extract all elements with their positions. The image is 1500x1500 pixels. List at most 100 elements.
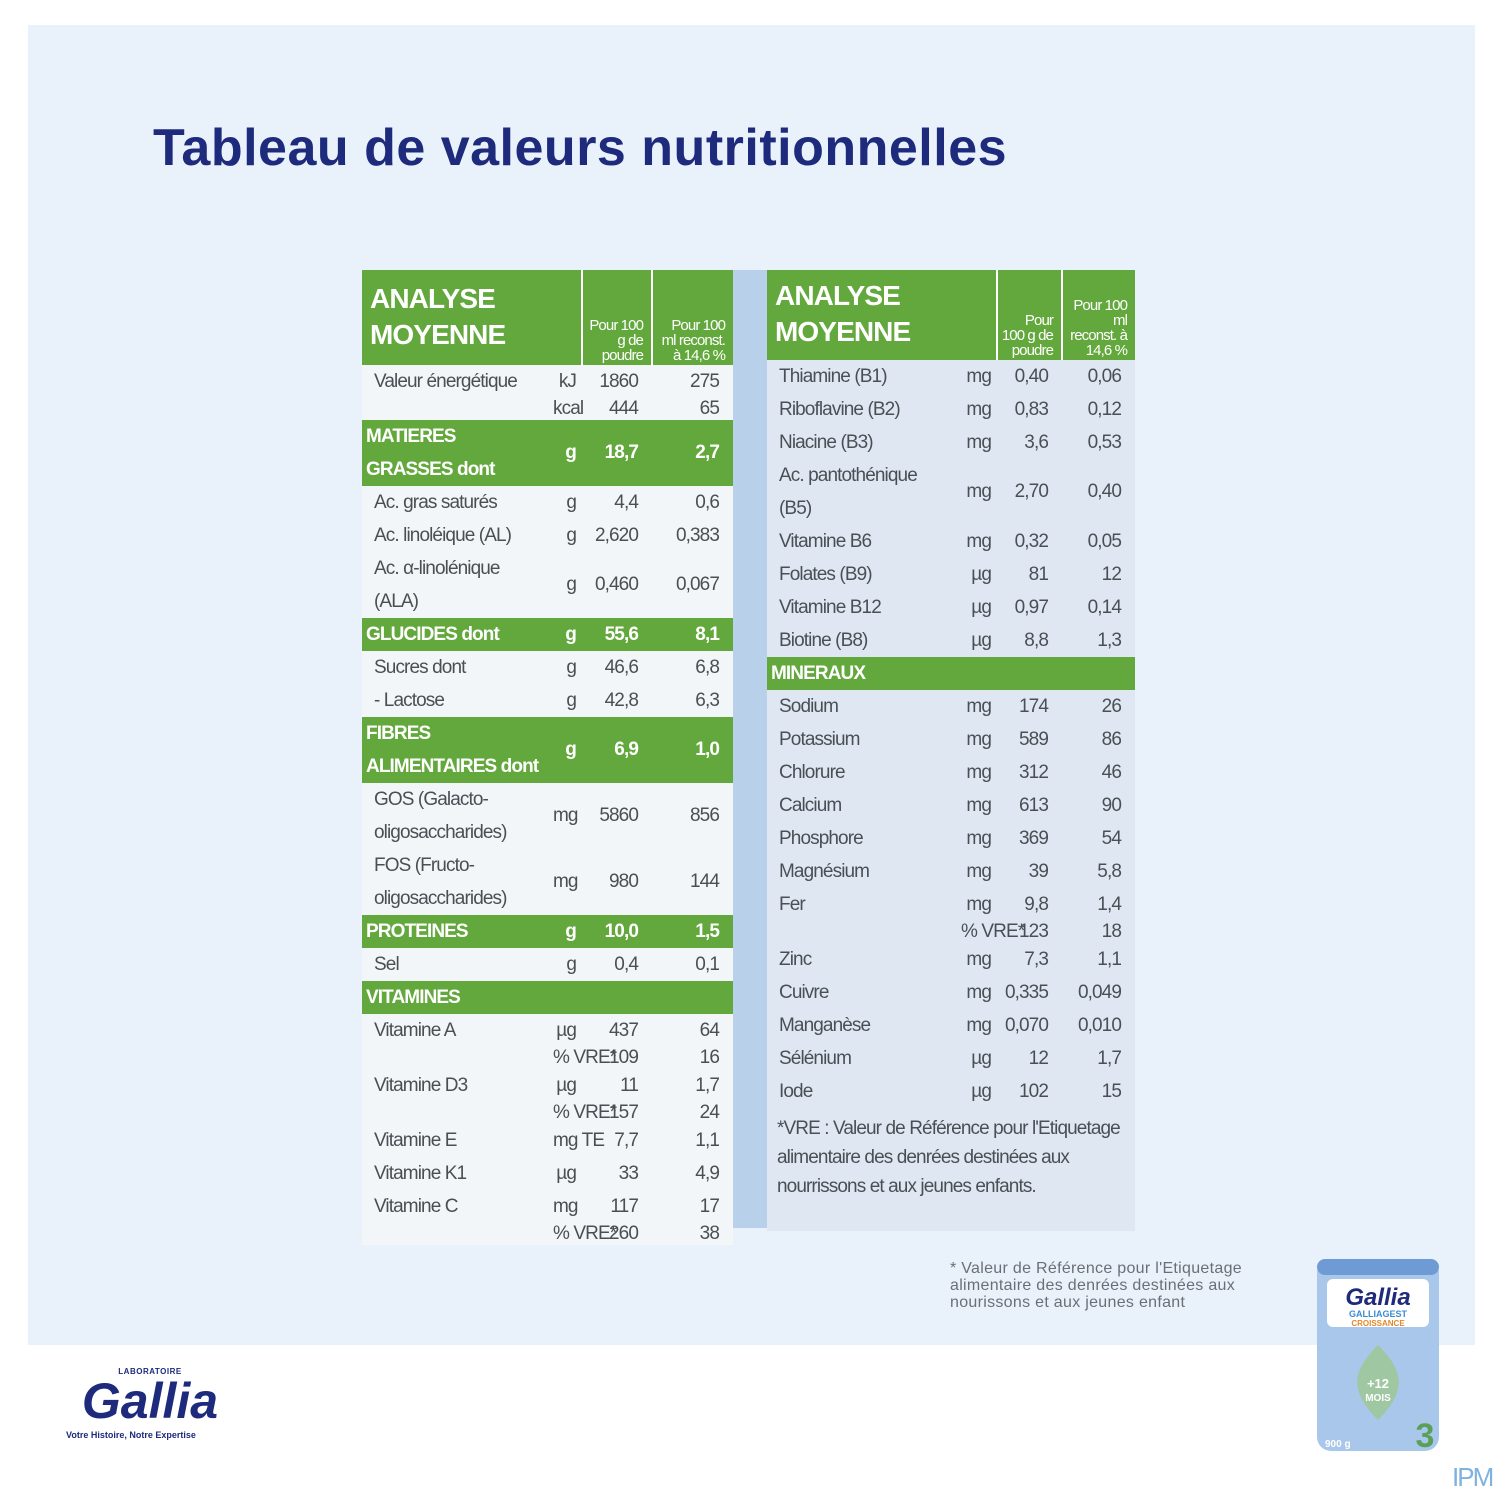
value-per-100g: 0,40 xyxy=(1014,365,1049,387)
value-per-100g: 589 xyxy=(1019,728,1049,750)
value-per-100g: 0,83 xyxy=(1014,398,1049,420)
value-per-100ml: 4,9 xyxy=(695,1162,720,1184)
can-label xyxy=(1327,1279,1429,1327)
nutrient-label: Ac. pantothénique (B5) xyxy=(779,465,918,519)
nutrient-label: Sucres dont xyxy=(374,657,466,678)
table-body: Valeur énergétique kJ 1860 275 kcal 444 65 MATI… xyxy=(362,365,734,1245)
product-brand: Gallia xyxy=(1345,1284,1410,1311)
unit: µg xyxy=(556,1019,577,1041)
right-table: ANALYSE MOYENNE Pour 100 g de poudre Pour … xyxy=(767,270,1136,1231)
value-per-100g: 1860 xyxy=(599,370,639,392)
nutrient-row: Ac. α-linolénique (ALA) g 0,460 0,067 xyxy=(362,552,733,618)
value-per-100g: 42,8 xyxy=(604,689,639,711)
nutrient-label: PROTEINES xyxy=(362,915,549,948)
table-header: ANALYSE MOYENNE Pour 100 g de poudre Pour … xyxy=(362,270,734,365)
section-row: PROTEINES g 10,0 1,5 xyxy=(362,915,734,948)
value-per-100g: 174 xyxy=(1019,695,1049,717)
unit: mg xyxy=(966,695,992,717)
value-per-100ml: 0,05 xyxy=(1087,530,1122,552)
value-per-100g: 4,4 xyxy=(614,491,639,513)
value-per-100g: 444 xyxy=(609,398,639,419)
unit: g xyxy=(566,491,577,513)
value-per-100ml: 1,7 xyxy=(695,1074,720,1096)
value-per-100g: 123 xyxy=(1019,921,1049,942)
can-lid xyxy=(1317,1259,1439,1275)
nutrient-row: % VRE* 123 18 xyxy=(767,921,1135,943)
unit: µg xyxy=(971,629,992,651)
nutrient-row: GOS (Galacto-oligosaccharides) mg 5860 856 xyxy=(362,783,733,849)
nutrient-label: Chlorure xyxy=(779,762,846,783)
nutrient-label: MINERAUX xyxy=(767,657,1136,690)
nutrient-label: Zinc xyxy=(779,949,812,970)
unit: µg xyxy=(556,1162,577,1184)
nutrient-label: Vitamine C xyxy=(374,1196,458,1217)
unit: mg xyxy=(966,398,992,420)
nutrient-row: - Lactose g 42,8 6,3 xyxy=(362,684,733,717)
value-per-100ml: 6,3 xyxy=(695,689,720,711)
nutrient-row: Folates (B9) µg 81 12 xyxy=(767,558,1135,591)
nutrient-row: Sélénium µg 12 1,7 xyxy=(767,1042,1135,1075)
nutrient-label xyxy=(362,1223,549,1245)
nutrient-label: Manganèse xyxy=(779,1015,871,1036)
unit: mg xyxy=(553,1195,579,1217)
nutrient-label: Sel xyxy=(374,954,400,975)
unit: mg xyxy=(966,761,992,783)
value-per-100ml: 0,06 xyxy=(1087,365,1122,387)
unit: g xyxy=(566,689,577,711)
value-per-100g: 46,6 xyxy=(604,656,639,678)
value-per-100g: 10,0 xyxy=(582,915,653,948)
nutrient-label: - Lactose xyxy=(374,690,445,711)
logo-brand: Gallia xyxy=(82,1373,218,1429)
value-per-100ml: 0,010 xyxy=(1077,1014,1122,1036)
value-per-100ml: 1,0 xyxy=(652,717,734,783)
nutrient-row: Potassium mg 589 86 xyxy=(767,723,1135,756)
unit: µg xyxy=(971,563,992,585)
left-table: ANALYSE MOYENNE Pour 100 g de poudre Pour … xyxy=(362,270,734,1245)
nutrient-row: Riboflavine (B2) mg 0,83 0,12 xyxy=(767,393,1135,426)
unit: % VRE* xyxy=(553,1102,617,1123)
nutrient-row: Iode µg 102 15 xyxy=(767,1075,1135,1108)
nutrient-label: Vitamine K1 xyxy=(374,1163,467,1184)
nutrient-label: Fer xyxy=(779,894,806,915)
value-per-100ml: 54 xyxy=(1101,827,1122,849)
footnote-row: *VRE : Valeur de Référence pour l'Etique… xyxy=(767,1108,1135,1231)
value-per-100ml: 0,12 xyxy=(1087,398,1122,420)
value-per-100g: 369 xyxy=(1019,827,1049,849)
value-per-100g: 157 xyxy=(609,1102,639,1123)
nutrient-row: % VRE* 260 38 xyxy=(362,1223,733,1245)
nutrition-tables: ANALYSE MOYENNE Pour 100 g de poudre Pour … xyxy=(362,270,1136,1245)
nutrient-label xyxy=(767,921,957,943)
value-per-100g: 2,620 xyxy=(594,524,639,546)
nutrient-row: Valeur énergétique kJ 1860 275 xyxy=(362,365,733,398)
nutrient-label: Sélénium xyxy=(779,1048,852,1069)
nutrient-label: Valeur énergétique xyxy=(374,371,518,392)
nutrient-label: MATIERES GRASSES dont xyxy=(362,420,549,486)
unit: g xyxy=(566,656,577,678)
product-line: CROISSANCE xyxy=(1351,1319,1405,1328)
value-per-100g: 0,070 xyxy=(1004,1014,1049,1036)
nutrient-label: Potassium xyxy=(779,729,861,750)
value-per-100g: 11 xyxy=(620,1074,639,1096)
nutrient-label: Ac. α-linolénique (ALA) xyxy=(374,558,501,612)
nutrient-label: Calcium xyxy=(779,795,842,816)
unit: µg xyxy=(971,1047,992,1069)
title: Tableau de valeurs nutritionnelles xyxy=(153,119,1008,177)
value-per-100ml: 26 xyxy=(1101,695,1122,717)
can-drop xyxy=(1357,1345,1399,1420)
unit: kcal xyxy=(553,398,584,419)
value-per-100ml: 1,3 xyxy=(1097,629,1122,651)
value-per-100ml: 16 xyxy=(699,1047,720,1068)
value-per-100ml: 86 xyxy=(1101,728,1122,750)
nutrient-label: VITAMINES xyxy=(362,981,734,1014)
value-per-100ml: 65 xyxy=(699,398,720,419)
product-can: Gallia GALLIAGEST CROISSANCE +12 MOIS 90… xyxy=(1317,1259,1439,1455)
value-per-100g: 81 xyxy=(1028,563,1049,585)
nutrient-row: Ac. gras saturés g 4,4 0,6 xyxy=(362,486,733,519)
unit: mg xyxy=(966,860,992,882)
value-per-100ml: 38 xyxy=(699,1223,720,1244)
value-per-100g: 55,6 xyxy=(582,618,653,651)
nutrient-row: % VRE* 109 16 xyxy=(362,1047,733,1069)
value-per-100g: 0,32 xyxy=(1014,530,1049,552)
value-per-100g: 5860 xyxy=(599,805,639,826)
